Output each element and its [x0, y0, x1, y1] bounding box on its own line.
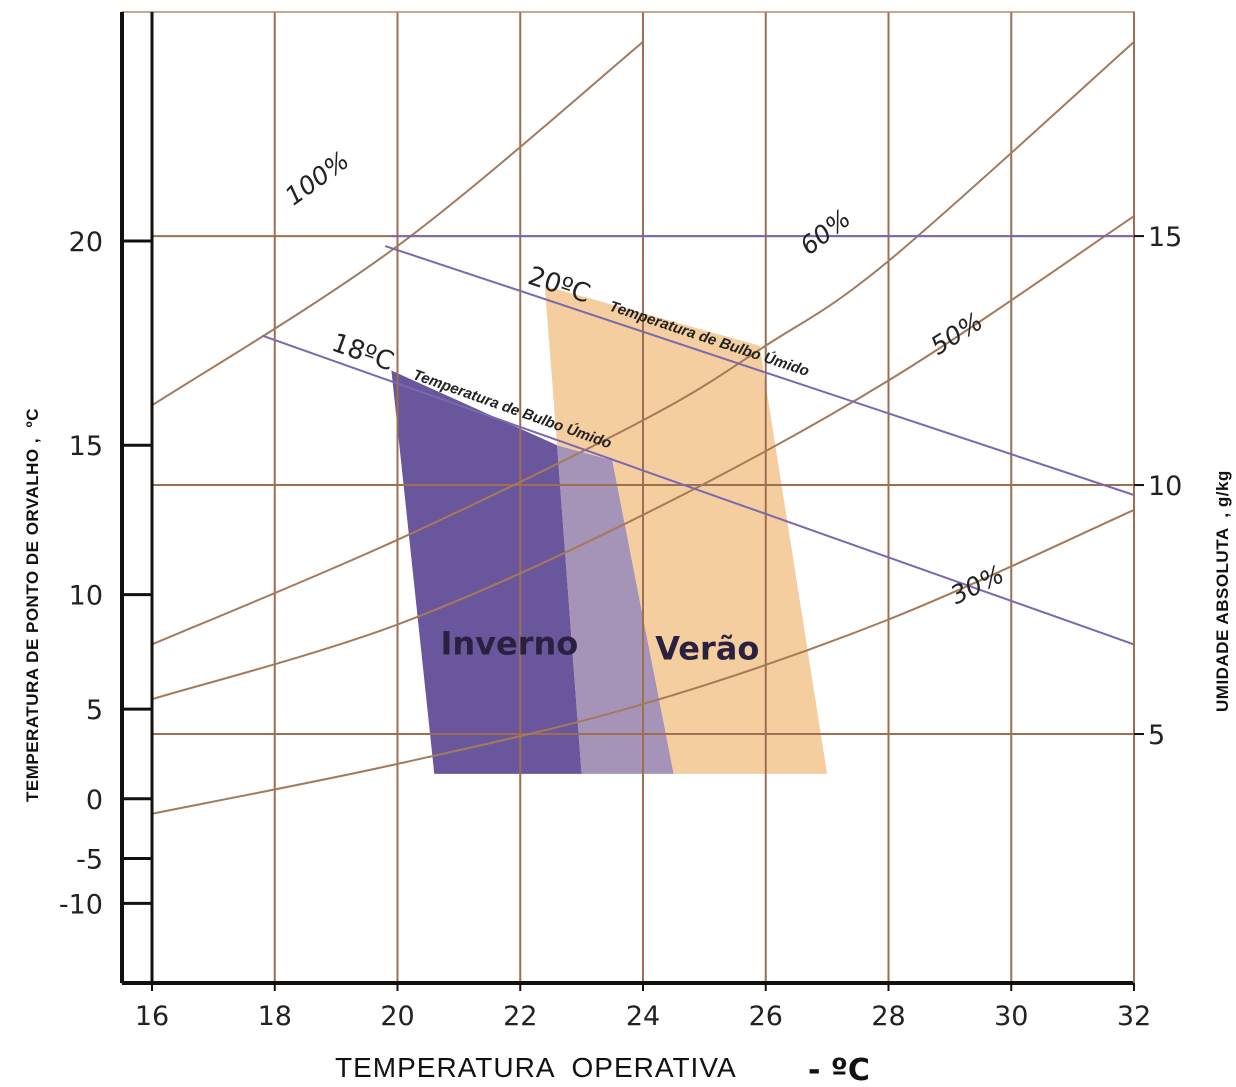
wet-bulb-line: [384, 245, 1135, 496]
x-tick-label: 20: [380, 1001, 414, 1032]
x-tick-label: 28: [871, 1001, 905, 1032]
wet-bulb-temp-label: 18ºC: [328, 328, 398, 377]
comfort-zones: [391, 285, 828, 774]
zone-overlap: [557, 445, 674, 774]
left-tick-label: -10: [59, 889, 103, 920]
wet-bulb-line: [262, 334, 1135, 646]
grid: [152, 12, 1134, 983]
wet-bulb-lines: [262, 235, 1135, 646]
y-axis-right-title: UMIDADE ABSOLUTA , g/kg: [1213, 470, 1232, 712]
rh-curve-60pct: [151, 41, 1135, 646]
rh-curve-label: 100%: [280, 146, 355, 211]
right-tick-label: 5: [1148, 720, 1165, 751]
x-axis-title: TEMPERATURA OPERATIVA: [335, 1052, 737, 1083]
x-tick-label: 32: [1117, 1001, 1151, 1032]
rh-curve-label: 30%: [946, 560, 1009, 610]
rh-curves: [151, 41, 1135, 815]
left-tick-label: 0: [86, 785, 103, 816]
x-tick-label: 30: [994, 1001, 1028, 1032]
left-tick-label: 15: [69, 431, 103, 462]
rh-curve-label: 60%: [795, 204, 857, 261]
x-tick-label: 18: [258, 1001, 292, 1032]
x-tick-label: 22: [503, 1001, 537, 1032]
x-tick-label: 26: [749, 1001, 783, 1032]
rh-curve-label: 50%: [925, 307, 988, 361]
left-tick-label: -5: [76, 845, 103, 876]
rh-curve-30pct: [151, 508, 1135, 815]
zone-label: Verão: [655, 629, 759, 667]
left-tick-label: 20: [69, 227, 103, 258]
x-tick-label: 24: [626, 1001, 660, 1032]
x-axis-unit: - ºC: [808, 1053, 870, 1087]
axes: [120, 11, 1144, 991]
y-axis-left-title: TEMPERATURA DE PONTO DE ORVALHO , ºC: [23, 408, 42, 802]
left-tick-label: 10: [69, 581, 103, 612]
rh-curve-50pct: [151, 215, 1135, 701]
zone-label: Inverno: [440, 624, 578, 662]
x-tick-label: 16: [135, 1001, 169, 1032]
right-tick-label: 15: [1148, 222, 1182, 253]
zone-verao: [544, 285, 828, 774]
zone-inverno: [391, 370, 582, 774]
rh-curve-100pct: [151, 41, 644, 407]
right-tick-label: 10: [1148, 471, 1182, 502]
left-tick-label: 5: [86, 695, 103, 726]
